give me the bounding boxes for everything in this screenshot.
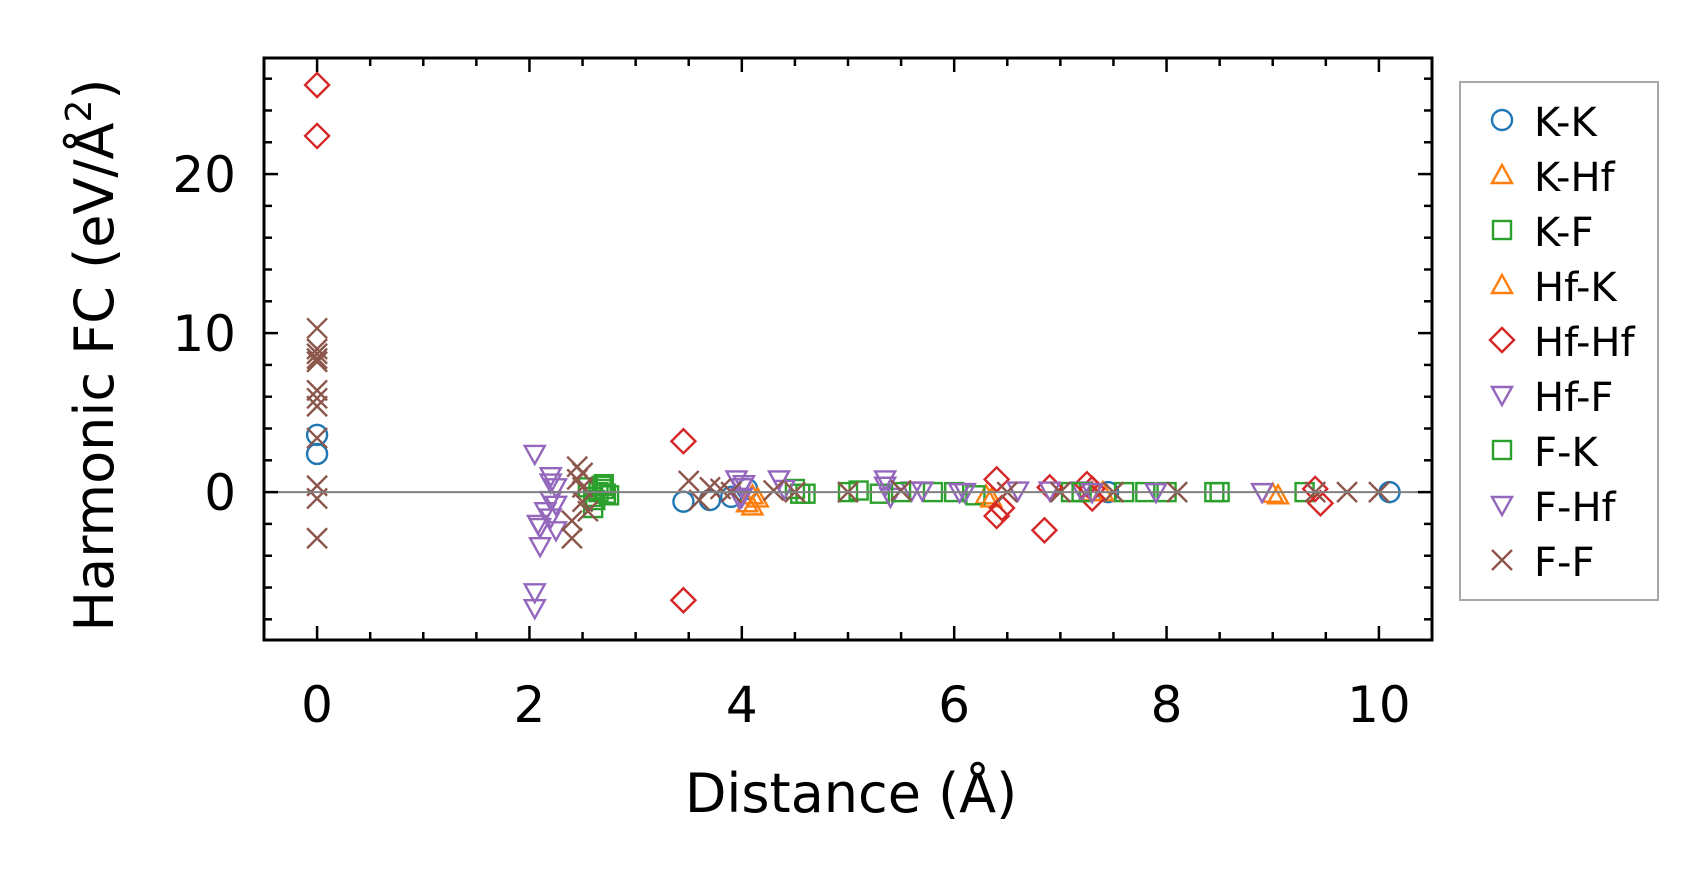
data-point (571, 476, 594, 499)
data-point (669, 427, 698, 455)
legend-label-f-f: F-F (1534, 540, 1594, 586)
legend-marker-f-hf (1489, 495, 1515, 518)
y-axis-label: Harmonic FC (eV/Å2) (59, 79, 126, 632)
data-point (543, 521, 569, 543)
data-point (585, 489, 606, 511)
data-point (306, 527, 328, 550)
series-hf-f (522, 444, 1275, 621)
data-point (595, 483, 617, 504)
legend-marker-k-hf (1489, 162, 1515, 185)
series-hf-hf (303, 71, 1335, 614)
data-point (988, 494, 1016, 522)
data-point (303, 122, 331, 150)
data-point (699, 476, 721, 499)
data-point (306, 395, 328, 418)
data-point (1306, 489, 1335, 517)
data-point (306, 427, 328, 449)
x-tick-label: 4 (726, 676, 758, 734)
legend-marker-k-k (1490, 108, 1514, 132)
data-point (303, 71, 331, 99)
data-point (727, 489, 752, 511)
data-point (878, 487, 903, 510)
legend-marker-f-k (1491, 439, 1513, 461)
x-tick-label: 2 (514, 676, 546, 734)
legend-marker-f-f (1491, 549, 1513, 571)
y-axis-label-main: Harmonic FC (eV/Å (62, 122, 126, 631)
data-point (1265, 482, 1291, 505)
legend-label-f-k: F-K (1534, 430, 1599, 476)
legend-marker-hf-hf (1488, 326, 1516, 354)
data-point (528, 536, 553, 559)
data-point (306, 379, 328, 402)
data-point (522, 583, 547, 605)
legend-box (1459, 81, 1659, 601)
data-point (543, 495, 569, 518)
data-point (306, 317, 328, 340)
data-point (538, 467, 563, 489)
legend-label-hf-f: Hf-F (1534, 375, 1613, 421)
data-point (533, 501, 558, 524)
legend-label-hf-k: Hf-K (1534, 265, 1618, 311)
series-f-f (306, 317, 1390, 550)
data-point (306, 342, 328, 365)
data-point (669, 586, 698, 614)
y-axis-label-tail: ) (63, 79, 126, 100)
legend-marker-hf-k (1489, 272, 1515, 295)
data-point (762, 479, 785, 502)
legend-label-f-hf: F-Hf (1534, 485, 1617, 531)
data-marks (303, 71, 1401, 621)
data-point (873, 476, 898, 499)
data-point (543, 478, 569, 500)
plot-frame (262, 56, 1434, 642)
data-point (688, 489, 711, 511)
data-point (305, 442, 329, 466)
data-point (561, 509, 583, 532)
legend-label-k-hf: K-Hf (1534, 155, 1616, 201)
data-point (873, 470, 898, 492)
data-point (525, 514, 550, 537)
x-tick-label: 6 (938, 676, 970, 734)
legend-label-k-f: K-F (1534, 210, 1593, 256)
data-point (965, 485, 986, 506)
x-tick-label: 0 (301, 676, 333, 734)
data-point (561, 527, 583, 550)
y-tick-label: 0 (204, 464, 236, 522)
data-point (538, 473, 563, 496)
legend-marker-k-f (1491, 219, 1513, 241)
data-point (522, 444, 547, 467)
data-point (973, 482, 999, 505)
y-axis-label-superscript: 2 (59, 100, 100, 123)
data-point (982, 502, 1011, 530)
data-point (306, 387, 328, 410)
legend: K-K K-Hf K-F Hf-K Hf-Hf Hf-F F-K F-Hf F-F (1459, 81, 1659, 601)
data-point (1030, 516, 1059, 544)
data-point (306, 347, 328, 370)
y-tick-label: 20 (172, 146, 236, 204)
data-point (677, 470, 700, 492)
x-tick-label: 8 (1151, 676, 1183, 734)
x-axis-label: Distance (Å) (685, 761, 1017, 825)
data-point (772, 479, 797, 502)
legend-marker-hf-f (1489, 385, 1515, 408)
data-point (745, 486, 770, 508)
x-tick-label: 10 (1347, 676, 1411, 734)
data-point (890, 479, 912, 502)
data-point (577, 500, 599, 523)
y-tick-label: 10 (172, 305, 236, 363)
data-point (305, 423, 329, 447)
data-point (306, 350, 328, 373)
axes: 0 2 4 6 8 10 0 10 20 (172, 56, 1434, 734)
legend-label-k-k: K-K (1534, 100, 1598, 146)
legend-label-hf-hf: Hf-Hf (1534, 320, 1635, 366)
